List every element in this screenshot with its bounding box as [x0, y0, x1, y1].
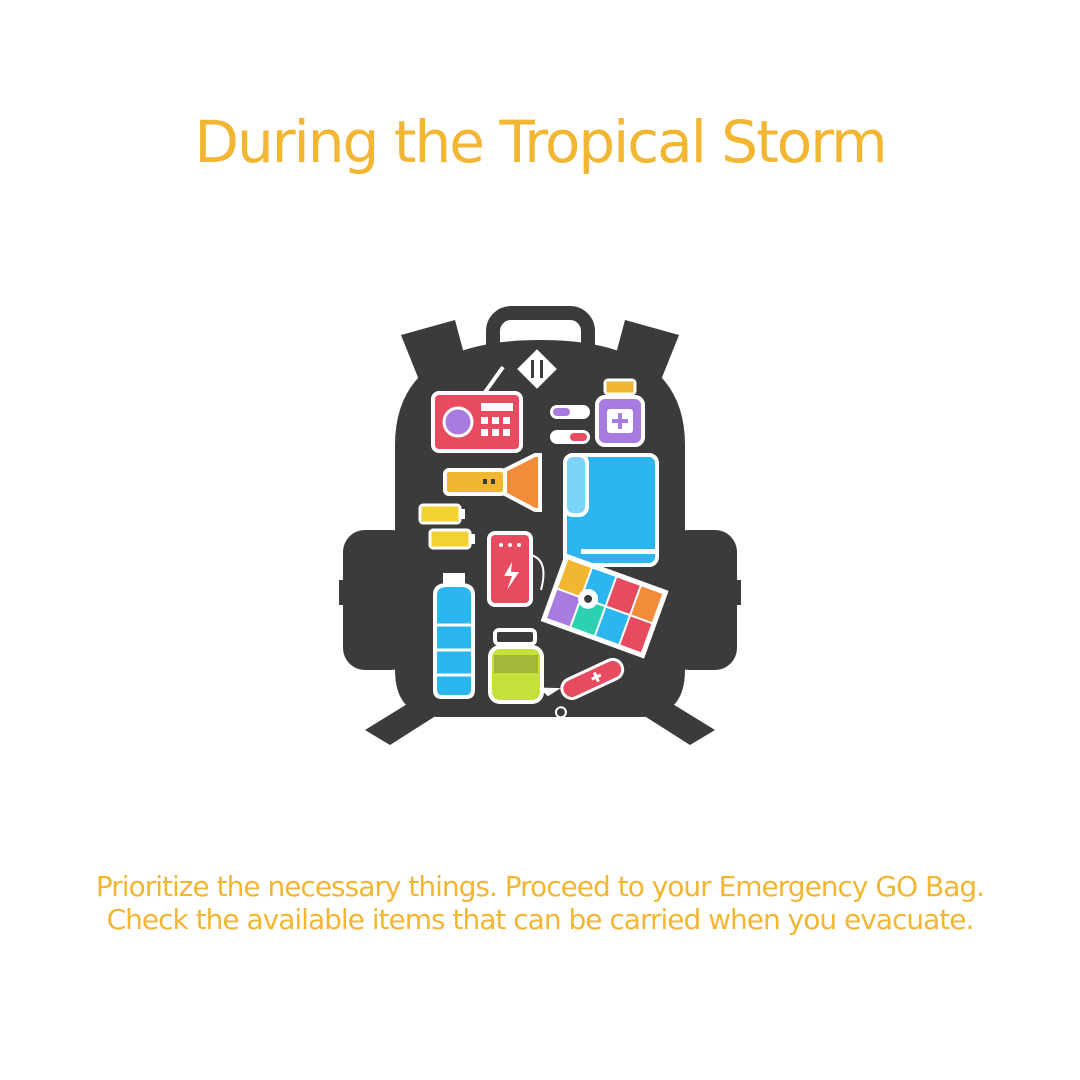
battery-icon [418, 503, 475, 550]
medicine-bottle-icon [595, 378, 645, 447]
water-bottle-icon [433, 573, 475, 699]
towel-icon [563, 453, 659, 567]
slide-title: During the Tropical Storm [194, 108, 887, 176]
jar-icon [488, 628, 544, 704]
power-bank-icon [487, 531, 545, 607]
backpack-icon [339, 306, 741, 745]
slide-caption: Prioritize the necessary things. Proceed… [95, 870, 985, 936]
patch-icon [517, 349, 557, 389]
pocket-knife-icon [538, 657, 625, 719]
flashlight-icon [443, 453, 542, 512]
radio-icon [431, 365, 523, 453]
pills-icon [550, 405, 590, 444]
map-icon [540, 553, 669, 659]
